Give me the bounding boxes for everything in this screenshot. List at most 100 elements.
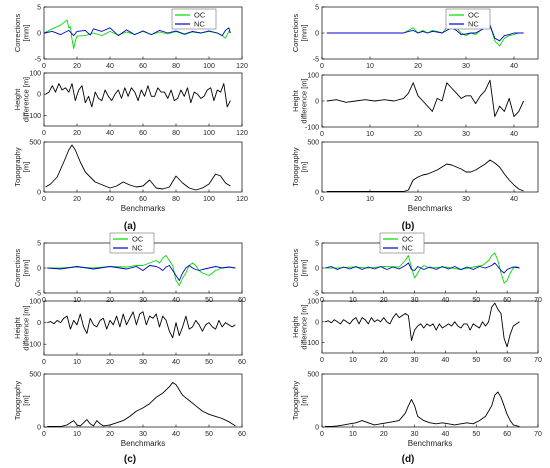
x-tick-label: 0 [320,196,324,203]
legend-label-nc: NC [402,244,413,253]
x-tick-label: 100 [203,130,215,137]
y-axis-label-line: [m] [22,395,31,405]
y-tick-label: -5 [35,291,41,298]
x-tick-label: 60 [238,431,246,438]
x-tick-label: 100 [203,196,215,203]
y-tick-label: 0 [315,425,319,432]
y-axis-label-line: Height [291,315,300,338]
x-tick-label: 30 [411,357,419,364]
x-tick-label: 50 [205,431,213,438]
y-axis-label-line: Topography [291,381,300,420]
y-axis-label: Topography[m] [291,381,309,420]
x-tick-label: 40 [106,63,114,70]
x-tick-label: 10 [366,63,374,70]
y-axis-label: Corrections[mm] [13,14,31,53]
y-tick-label: 500 [307,140,319,147]
x-tick-label: 0 [42,130,46,137]
y-tick-label: -100 [305,125,319,132]
x-tick-label: 30 [411,297,419,304]
x-tick-label: 10 [366,196,374,203]
x-tick-label: 70 [534,431,542,438]
x-tick-label: 0 [42,297,46,304]
x-tick-label: 60 [139,196,147,203]
y-tick-label: 0 [315,99,319,106]
x-tick-label: 10 [349,297,357,304]
x-tick-label: 30 [462,63,470,70]
x-tick-label: 60 [139,130,147,137]
y-axis-label-line: difference [m] [22,305,31,350]
series-line-nc [47,265,236,281]
y-axis-label-line: [mm] [300,260,309,277]
y-tick-label: -5 [313,57,319,64]
y-axis-label: Topography[m] [13,381,31,420]
x-tick-label: 70 [534,357,542,364]
y-axis-label-line: difference [m] [22,77,31,122]
x-tick-label: 120 [236,196,248,203]
legend-label-nc: NC [194,20,205,29]
x-tick-label: 10 [73,297,81,304]
y-tick-label: -100 [305,340,319,347]
x-tick-label: 10 [366,131,374,138]
y-axis-label: Heightdifference [m] [13,77,31,122]
x-tick-label: 40 [442,357,450,364]
y-axis-label-line: [mm] [300,25,309,42]
x-tick-label: 60 [503,297,511,304]
series-line [45,83,231,108]
x-tick-label: 60 [238,297,246,304]
y-tick-label: 0 [37,190,41,197]
x-tick-label: 100 [203,63,215,70]
series-line-oc [326,22,524,47]
chart-a-height: 0 20 40 60 80 100 120-1000100Heightdifference … [13,71,248,138]
y-tick-label: 0 [37,320,41,327]
x-tick-label: 0 [42,196,46,203]
y-axis-label: Corrections[mm] [291,249,309,288]
series-line-nc [44,27,231,37]
x-tick-label: 30 [139,359,147,366]
x-tick-label: 50 [472,431,480,438]
x-tick-label: 50 [205,359,213,366]
series-line [325,391,520,427]
chart-c-topography: 0 10 20 30 40 50 60 0 500 Topography[m] Benchmarks [13,372,246,449]
y-tick-label: 5 [37,241,41,248]
x-tick-label: 30 [462,196,470,203]
x-tick-label: 0 [42,431,46,438]
legend-label-oc: OC [402,235,414,244]
y-axis-label: Topography[m] [291,147,309,186]
x-tick-label: 0 [320,431,324,438]
series-line [47,382,236,427]
y-axis-label-line: Height [13,316,22,339]
x-tick-label: 20 [414,63,422,70]
x-tick-label: 20 [73,130,81,137]
y-tick-label: 100 [29,299,41,306]
y-axis-label-line: difference [m] [300,304,309,349]
x-tick-label: 20 [414,196,422,203]
y-axis-label-line: Corrections [13,14,22,53]
y-axis-label-line: Corrections [291,249,300,288]
x-tick-label: 40 [172,431,180,438]
y-tick-label: 100 [307,299,319,306]
x-tick-label: 40 [510,131,518,138]
x-axis-label: Benchmarks [408,439,452,448]
y-axis-label-line: Height [13,88,22,111]
x-tick-label: 30 [462,131,470,138]
y-tick-label: -5 [35,57,41,64]
legend-label-oc: OC [194,11,206,20]
series-line-oc [325,252,520,284]
x-tick-label: 30 [139,297,147,304]
y-tick-label: -5 [313,291,319,298]
chart-d-height: 0 10 20 30 40 50 60 70-1000100Heightdifference … [291,299,542,365]
y-axis-label: Topography[m] [13,147,31,186]
x-tick-label: 40 [172,297,180,304]
x-tick-label: 80 [172,130,180,137]
chart-d-topography: 0 10 20 30 40 50 60 70 0 500 Topography[m] Benchmar… [291,372,542,449]
x-tick-label: 60 [238,359,246,366]
x-tick-label: 20 [380,297,388,304]
y-tick-label: 500 [29,372,41,379]
panel-label-a: (a) [124,221,136,232]
